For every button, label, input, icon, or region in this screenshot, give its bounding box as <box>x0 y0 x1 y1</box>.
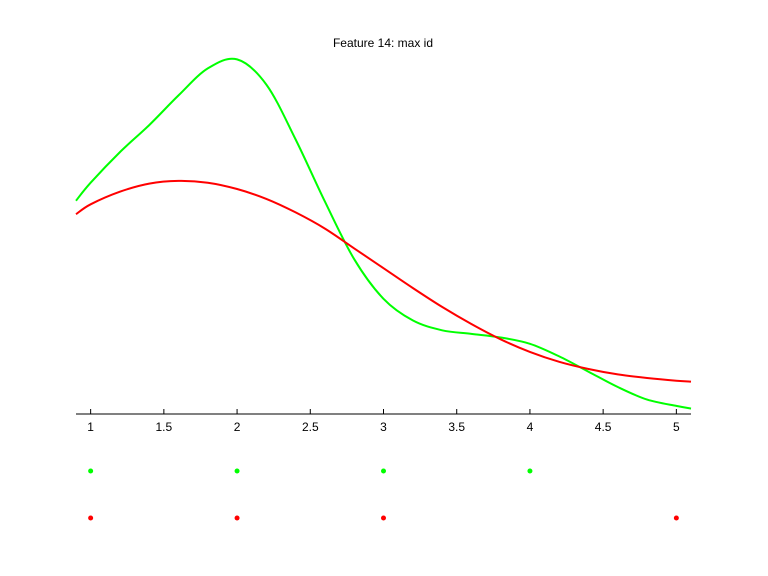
density-line <box>75 179 692 383</box>
x-tick-label: 2.5 <box>302 420 319 434</box>
data-point <box>88 515 94 521</box>
x-tick-label: 5 <box>673 420 680 434</box>
data-point <box>527 468 533 474</box>
data-point <box>88 468 94 474</box>
density-line <box>75 57 692 410</box>
x-tick-label: 4 <box>527 420 534 434</box>
data-point <box>673 515 679 521</box>
data-point <box>234 515 240 521</box>
data-point <box>234 468 240 474</box>
data-point <box>381 515 386 521</box>
x-tick-label: 2 <box>234 420 241 434</box>
x-tick-label: 3.5 <box>448 420 465 434</box>
x-tick-label: 1.5 <box>156 420 173 434</box>
chart-title: Feature 14: max id <box>333 36 433 50</box>
x-tick-label: 1 <box>87 420 94 434</box>
data-point <box>381 468 386 474</box>
x-tick-label: 3 <box>380 420 387 434</box>
x-tick-label: 4.5 <box>595 420 612 434</box>
